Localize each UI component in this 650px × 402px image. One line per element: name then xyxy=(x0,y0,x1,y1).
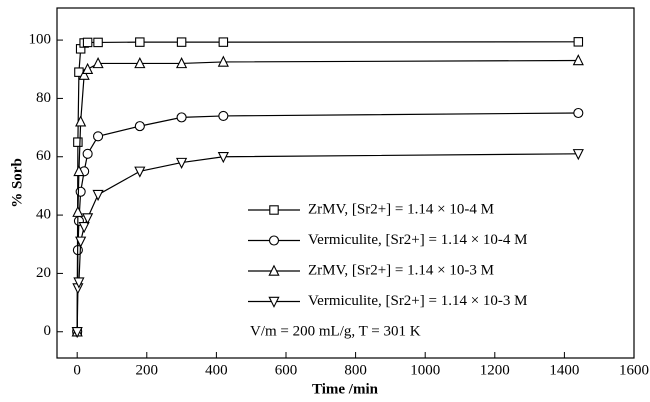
data-point xyxy=(82,37,93,48)
data-point xyxy=(135,37,145,47)
data-point xyxy=(75,236,87,248)
data-point xyxy=(92,189,104,202)
data-point xyxy=(72,205,84,217)
x-tick-label: 600 xyxy=(275,362,298,378)
series-line xyxy=(76,41,579,332)
data-point xyxy=(218,37,229,47)
data-point xyxy=(73,164,85,177)
data-point xyxy=(134,121,145,132)
data-point xyxy=(217,152,229,164)
y-tick-label: 80 xyxy=(36,90,51,106)
data-point xyxy=(175,157,188,170)
data-point xyxy=(78,222,90,234)
x-tick-label: 1600 xyxy=(619,362,649,378)
legend-label: ZrMV, [Sr2+] = 1.14 × 10-3 M xyxy=(308,262,494,278)
data-point xyxy=(82,62,94,74)
data-point xyxy=(573,107,584,119)
data-point xyxy=(572,54,584,66)
annotation: V/m = 200 mL/g, T = 301 K xyxy=(250,323,421,339)
y-tick-label: 100 xyxy=(29,32,52,48)
x-tick-label: 1000 xyxy=(410,362,440,378)
legend-marker xyxy=(268,264,280,276)
y-tick-label: 40 xyxy=(36,207,51,223)
data-point xyxy=(78,68,90,80)
data-point xyxy=(82,148,93,159)
data-point xyxy=(93,131,104,142)
data-point xyxy=(73,137,83,147)
data-point xyxy=(75,186,86,197)
data-point xyxy=(82,213,94,225)
x-tick-label: 400 xyxy=(205,362,228,378)
y-tick-label: 20 xyxy=(36,265,51,281)
x-tick-label: 0 xyxy=(73,362,81,378)
plot-frame xyxy=(56,7,635,359)
legend-label: Vermiculite, [Sr2+] = 1.14 × 10-3 M xyxy=(308,293,528,309)
data-point xyxy=(572,149,584,161)
x-tick-label: 800 xyxy=(344,362,367,378)
data-point xyxy=(176,37,187,47)
y-axis-label: % Sorb xyxy=(9,158,25,208)
data-point xyxy=(75,115,87,127)
data-point xyxy=(92,56,104,69)
legend-marker xyxy=(268,296,280,308)
data-point xyxy=(176,112,187,123)
y-tick-label: 60 xyxy=(36,148,51,164)
y-tick-label: 0 xyxy=(44,323,52,339)
data-point xyxy=(93,37,103,48)
data-point xyxy=(71,326,83,339)
data-point xyxy=(573,37,584,47)
legend-marker xyxy=(269,205,279,215)
data-point xyxy=(134,56,146,69)
x-axis-label: Time /min xyxy=(312,381,379,397)
data-point xyxy=(217,55,229,67)
legend-label: Vermiculite, [Sr2+] = 1.14 × 10-4 M xyxy=(308,232,528,248)
data-point xyxy=(134,166,146,178)
legend-label: ZrMV, [Sr2+] = 1.14 × 10-4 M xyxy=(308,201,494,217)
x-tick-label: 1200 xyxy=(480,362,510,378)
series-line xyxy=(76,59,579,332)
legend-marker xyxy=(268,235,280,246)
x-tick-label: 200 xyxy=(136,362,159,378)
x-tick-label: 1400 xyxy=(549,362,579,378)
data-point xyxy=(73,277,85,289)
data-point xyxy=(175,56,188,69)
data-point xyxy=(218,110,229,121)
